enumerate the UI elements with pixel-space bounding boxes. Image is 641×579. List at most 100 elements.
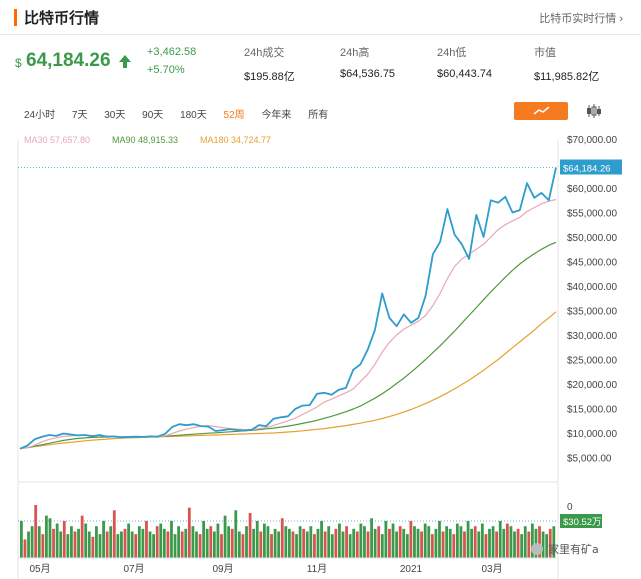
volume-bar	[59, 531, 63, 558]
volume-bar	[355, 531, 359, 558]
volume-bar	[502, 528, 506, 558]
volume-bar	[495, 531, 499, 558]
volume-bar	[416, 528, 420, 558]
stat-24h-low: 24h低 $60,443.74	[437, 44, 492, 80]
line-chart-toggle-button[interactable]	[514, 102, 568, 120]
volume-bar	[327, 526, 331, 558]
range-tab-180d[interactable]: 180天	[180, 110, 207, 121]
volume-bar	[338, 523, 341, 558]
range-tab-ytd[interactable]: 今年来	[261, 110, 292, 121]
stat-market-cap: 市值 $11,985.82亿	[534, 44, 599, 84]
y-tick-label: $50,000.00	[567, 233, 617, 244]
y-tick-label: $45,000.00	[567, 258, 617, 269]
volume-bar	[380, 534, 384, 558]
volume-bar	[516, 528, 520, 558]
volume-bar	[130, 531, 134, 558]
ma30-legend: MA30 57,657.80	[24, 135, 91, 145]
volume-bar	[545, 534, 549, 558]
volume-bar	[309, 526, 313, 558]
volume-bar	[491, 526, 495, 558]
volume-bar	[252, 528, 256, 558]
stat-label: 24h高	[340, 47, 370, 59]
volume-bar	[184, 528, 188, 558]
volume-bar	[530, 523, 534, 558]
stat-label: 市值	[534, 47, 556, 59]
volume-bar	[66, 534, 70, 558]
volume-bar	[330, 534, 334, 558]
volume-bar	[159, 523, 163, 558]
y-tick-label: $35,000.00	[567, 307, 617, 318]
volume-bar	[241, 534, 245, 558]
volume-bar	[334, 528, 338, 558]
volume-bar	[187, 507, 191, 558]
stat-value: $195.88亿	[244, 71, 295, 83]
range-tab-all[interactable]: 所有	[308, 110, 329, 121]
y-tick-label: $55,000.00	[567, 209, 617, 220]
volume-bar	[234, 510, 238, 558]
y-tick-label: $70,000.00	[567, 135, 617, 146]
volume-bar	[202, 520, 206, 558]
volume-bar	[80, 515, 84, 558]
range-tab-24h[interactable]: 24小时	[24, 110, 56, 121]
volume-bar	[191, 526, 195, 558]
volume-bar	[413, 526, 416, 558]
volume-bar	[180, 531, 184, 558]
stat-label: 24h低	[437, 47, 467, 59]
volume-bar	[441, 531, 445, 558]
volume-bar	[237, 531, 241, 558]
volume-bar	[409, 520, 413, 558]
volume-bar	[77, 528, 80, 558]
volume-bar	[434, 528, 438, 558]
volume-bar	[70, 526, 73, 558]
volume-bar	[473, 526, 477, 558]
ma90-legend: MA90 48,915.33	[112, 135, 179, 145]
volume-bar	[348, 534, 352, 558]
volume-bar	[270, 534, 273, 558]
volume-bar	[48, 518, 52, 558]
volume-bar	[30, 526, 34, 558]
range-tab-7d[interactable]: 7天	[71, 110, 88, 121]
price-change-absolute: +3,462.58	[147, 46, 197, 58]
volume-bar	[420, 531, 423, 558]
volume-bar	[295, 534, 298, 558]
volume-bar	[341, 531, 345, 558]
volume-bar	[166, 531, 170, 558]
volume-bar	[91, 536, 95, 558]
volume-bar	[45, 515, 48, 558]
volume-bar	[498, 520, 502, 558]
volume-bar	[477, 531, 481, 558]
volume-bar	[452, 534, 456, 558]
volume-bar	[320, 520, 323, 558]
page-title: 比特币行情	[24, 10, 100, 27]
y-tick-label: $5,000.00	[567, 454, 612, 465]
volume-bar	[370, 518, 373, 558]
volume-bar	[391, 523, 395, 558]
stat-24h-volume: 24h成交 $195.88亿	[244, 44, 295, 84]
currency-symbol: $	[15, 56, 22, 70]
y-tick-label: $30,000.00	[567, 331, 617, 342]
ma30-line	[19, 198, 557, 450]
realtime-quote-link[interactable]: 比特币实时行情 ›	[539, 13, 623, 25]
range-tab-90d[interactable]: 90天	[142, 110, 164, 121]
range-tab-52w[interactable]: 52周	[223, 110, 245, 121]
volume-bar	[280, 518, 284, 558]
price-line	[19, 167, 557, 450]
x-tick-label: 2021	[400, 564, 423, 575]
volume-bar	[173, 534, 177, 558]
volume-bar	[98, 534, 102, 558]
y-tick-label: $25,000.00	[567, 356, 617, 367]
volume-bar	[505, 523, 509, 558]
volume-bar	[302, 528, 306, 558]
volume-bar	[277, 531, 281, 558]
candlestick-toggle-button[interactable]	[574, 102, 614, 120]
range-tab-30d[interactable]: 30天	[104, 110, 126, 121]
volume-bar	[470, 528, 474, 558]
price-up-arrow-icon	[119, 55, 131, 68]
volume-bar	[359, 523, 363, 558]
ma180-legend: MA180 34,724.77	[200, 135, 272, 145]
volume-bar	[227, 526, 231, 558]
volume-bar	[27, 531, 30, 558]
volume-bar	[52, 528, 55, 558]
volume-bar	[363, 526, 366, 558]
volume-bar	[352, 528, 356, 558]
